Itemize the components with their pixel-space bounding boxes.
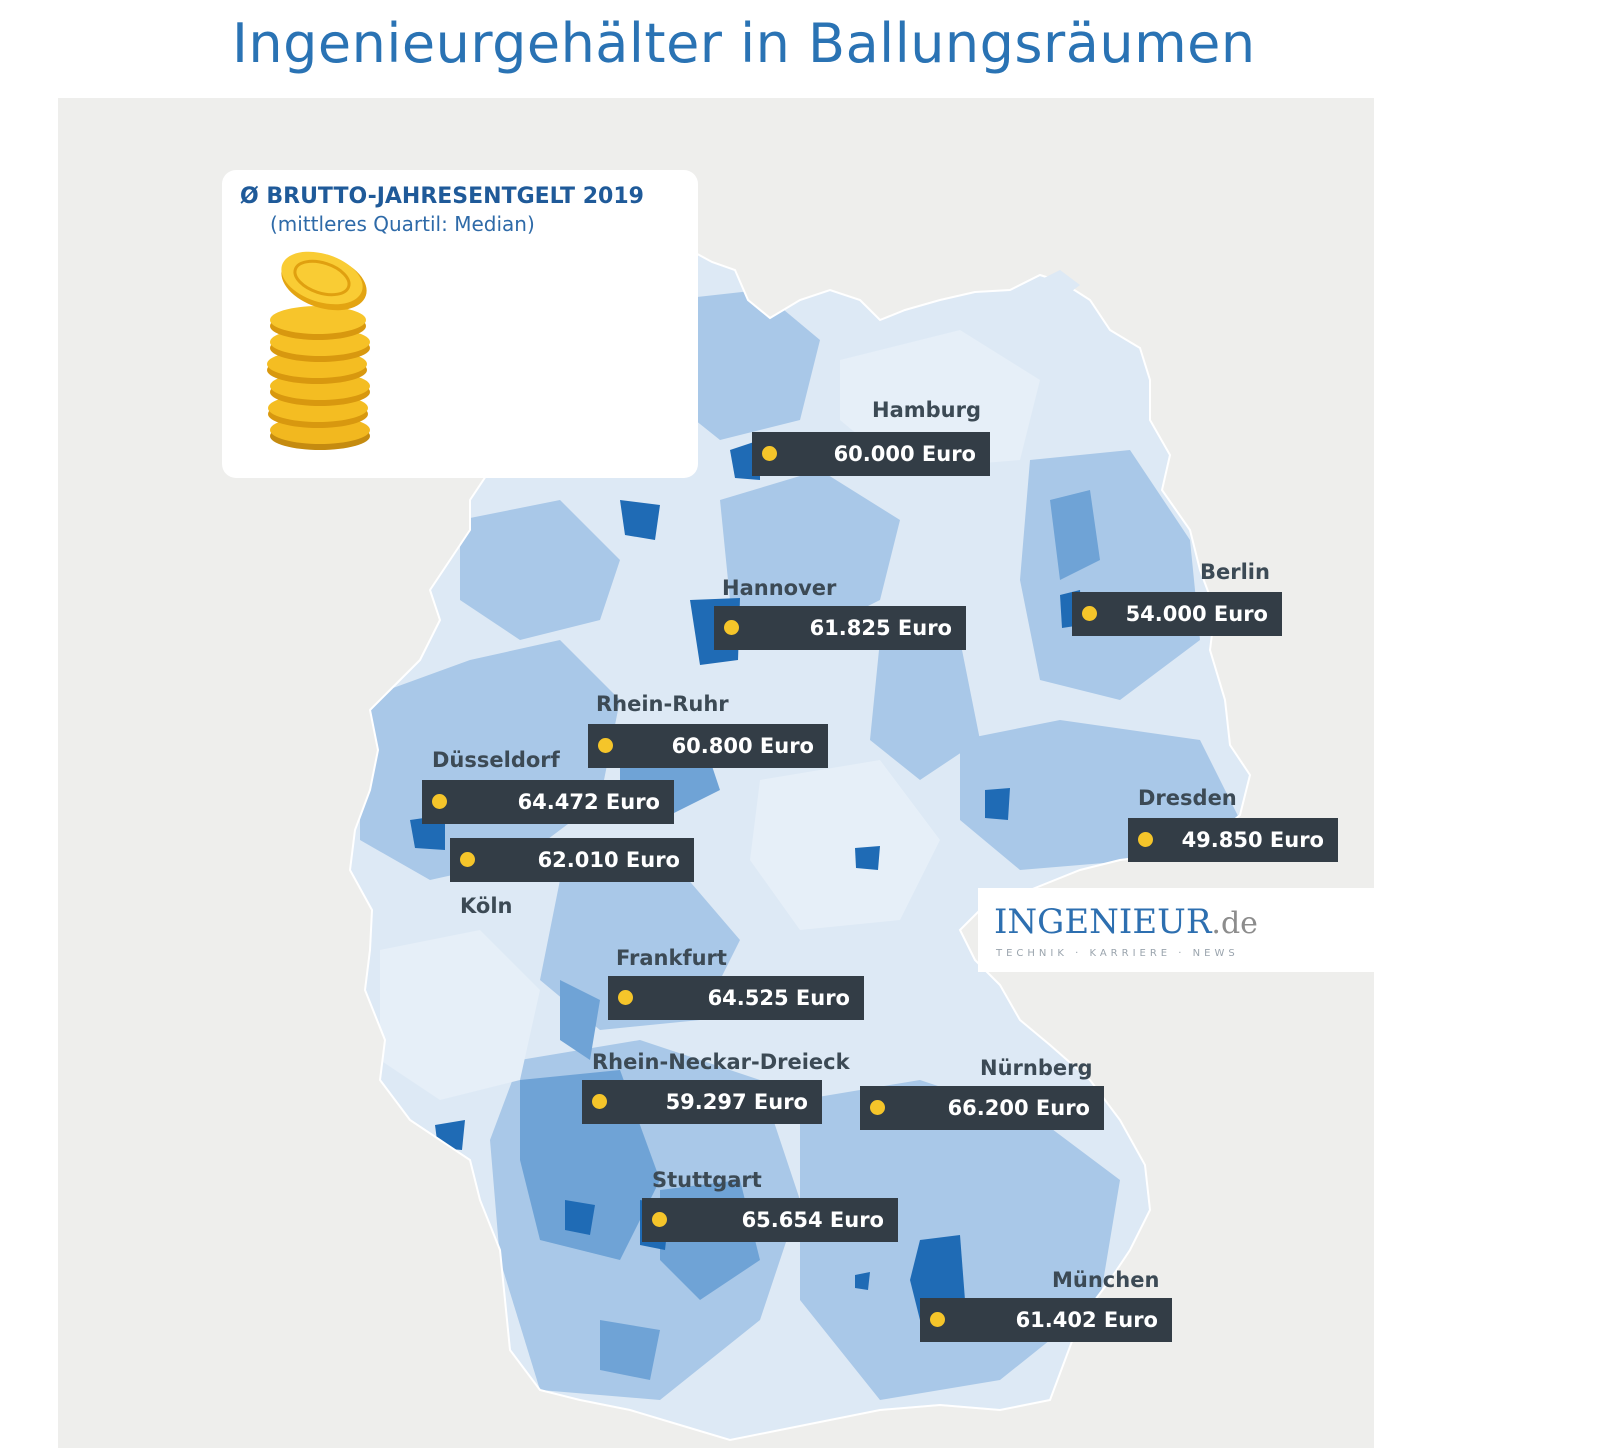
city-label-rhein-neckar-dreieck: Rhein-Neckar-Dreieck [592,1050,850,1074]
city-dot-icon [870,1100,885,1115]
salary-box-duesseldorf: 64.472 Euro [422,780,674,824]
city-label-muenchen: München [1052,1268,1160,1292]
salary-box-rhein-neckar-dreieck: 59.297 Euro [582,1080,822,1124]
legend-subtitle: (mittleres Quartil: Median) [270,212,535,236]
salary-box-hannover: 61.825 Euro [714,606,966,650]
city-dot-icon [598,738,613,753]
city-label-frankfurt: Frankfurt [616,946,727,970]
page-title: Ingenieurgehälter in Ballungsräumen [232,12,1256,75]
salary-value: 59.297 Euro [665,1090,808,1114]
city-label-koeln: Köln [460,894,513,918]
brand-name: INGENIEUR.de [994,902,1258,942]
salary-box-berlin: 54.000 Euro [1072,592,1282,636]
coin-stack-icon [267,251,370,450]
salary-box-stuttgart: 65.654 Euro [642,1198,898,1242]
legend-title: Ø BRUTTO-JAHRESENTGELT 2019 [240,184,644,209]
city-dot-icon [724,620,739,635]
city-label-dresden: Dresden [1138,786,1237,810]
salary-value: 64.525 Euro [707,986,850,1010]
city-dot-icon [930,1312,945,1327]
salary-box-nuernberg: 66.200 Euro [860,1086,1104,1130]
salary-box-hamburg: 60.000 Euro [752,432,990,476]
salary-value: 49.850 Euro [1181,828,1324,852]
salary-box-frankfurt: 64.525 Euro [608,976,864,1020]
salary-value: 66.200 Euro [947,1096,1090,1120]
city-label-hamburg: Hamburg [872,398,981,422]
salary-box-muenchen: 61.402 Euro [920,1298,1172,1342]
legend-box: Ø BRUTTO-JAHRESENTGELT 2019 (mittleres Q… [222,170,698,478]
salary-box-rhein-ruhr: 60.800 Euro [588,724,828,768]
city-dot-icon [652,1212,667,1227]
city-label-nuernberg: Nürnberg [980,1056,1093,1080]
salary-value: 65.654 Euro [741,1208,884,1232]
salary-value: 60.000 Euro [833,442,976,466]
salary-box-dresden: 49.850 Euro [1128,818,1338,862]
salary-value: 62.010 Euro [537,848,680,872]
brand-logo: INGENIEUR.de TECHNIK · KARRIERE · NEWS [978,888,1374,972]
city-label-stuttgart: Stuttgart [652,1168,762,1192]
salary-value: 61.825 Euro [809,616,952,640]
city-dot-icon [592,1094,607,1109]
city-dot-icon [432,794,447,809]
city-label-rhein-ruhr: Rhein-Ruhr [596,692,729,716]
city-dot-icon [618,990,633,1005]
salary-box-koeln: 62.010 Euro [450,838,694,882]
city-dot-icon [1138,832,1153,847]
city-label-duesseldorf: Düsseldorf [432,748,560,772]
city-dot-icon [762,446,777,461]
salary-value: 54.000 Euro [1125,602,1268,626]
city-dot-icon [1082,606,1097,621]
city-label-hannover: Hannover [722,576,837,600]
city-label-berlin: Berlin [1200,560,1270,584]
city-dot-icon [460,852,475,867]
salary-value: 61.402 Euro [1015,1308,1158,1332]
brand-tagline: TECHNIK · KARRIERE · NEWS [996,948,1239,959]
salary-value: 64.472 Euro [517,790,660,814]
salary-value: 60.800 Euro [671,734,814,758]
